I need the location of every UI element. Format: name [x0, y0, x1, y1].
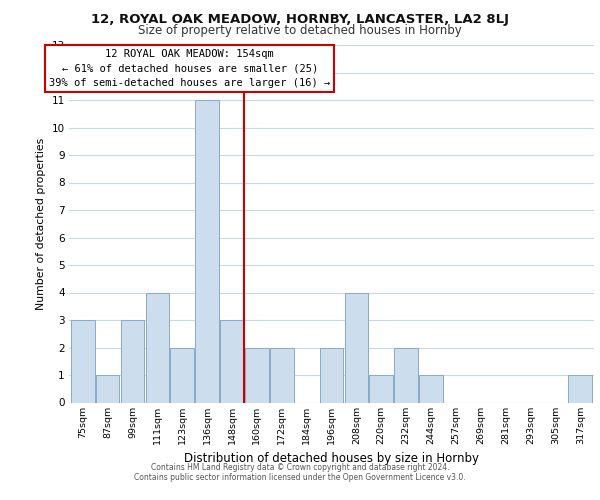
Text: Contains public sector information licensed under the Open Government Licence v3: Contains public sector information licen…	[134, 474, 466, 482]
Bar	[344, 292, 368, 403]
Text: 12 ROYAL OAK MEADOW: 154sqm
← 61% of detached houses are smaller (25)
39% of sem: 12 ROYAL OAK MEADOW: 154sqm ← 61% of det…	[49, 49, 331, 88]
Bar	[71, 320, 95, 402]
Bar	[394, 348, 418, 403]
Bar	[370, 375, 393, 402]
Bar	[270, 348, 293, 403]
Bar	[220, 320, 244, 402]
Bar	[170, 348, 194, 403]
Y-axis label: Number of detached properties: Number of detached properties	[36, 138, 46, 310]
Bar	[146, 292, 169, 403]
Bar	[96, 375, 119, 402]
Text: Size of property relative to detached houses in Hornby: Size of property relative to detached ho…	[138, 24, 462, 37]
Bar	[195, 100, 219, 402]
Bar	[568, 375, 592, 402]
Text: Contains HM Land Registry data © Crown copyright and database right 2024.: Contains HM Land Registry data © Crown c…	[151, 464, 449, 472]
Bar	[320, 348, 343, 403]
Bar	[245, 348, 269, 403]
X-axis label: Distribution of detached houses by size in Hornby: Distribution of detached houses by size …	[184, 452, 479, 465]
Text: 12, ROYAL OAK MEADOW, HORNBY, LANCASTER, LA2 8LJ: 12, ROYAL OAK MEADOW, HORNBY, LANCASTER,…	[91, 12, 509, 26]
Bar	[419, 375, 443, 402]
Bar	[121, 320, 144, 402]
